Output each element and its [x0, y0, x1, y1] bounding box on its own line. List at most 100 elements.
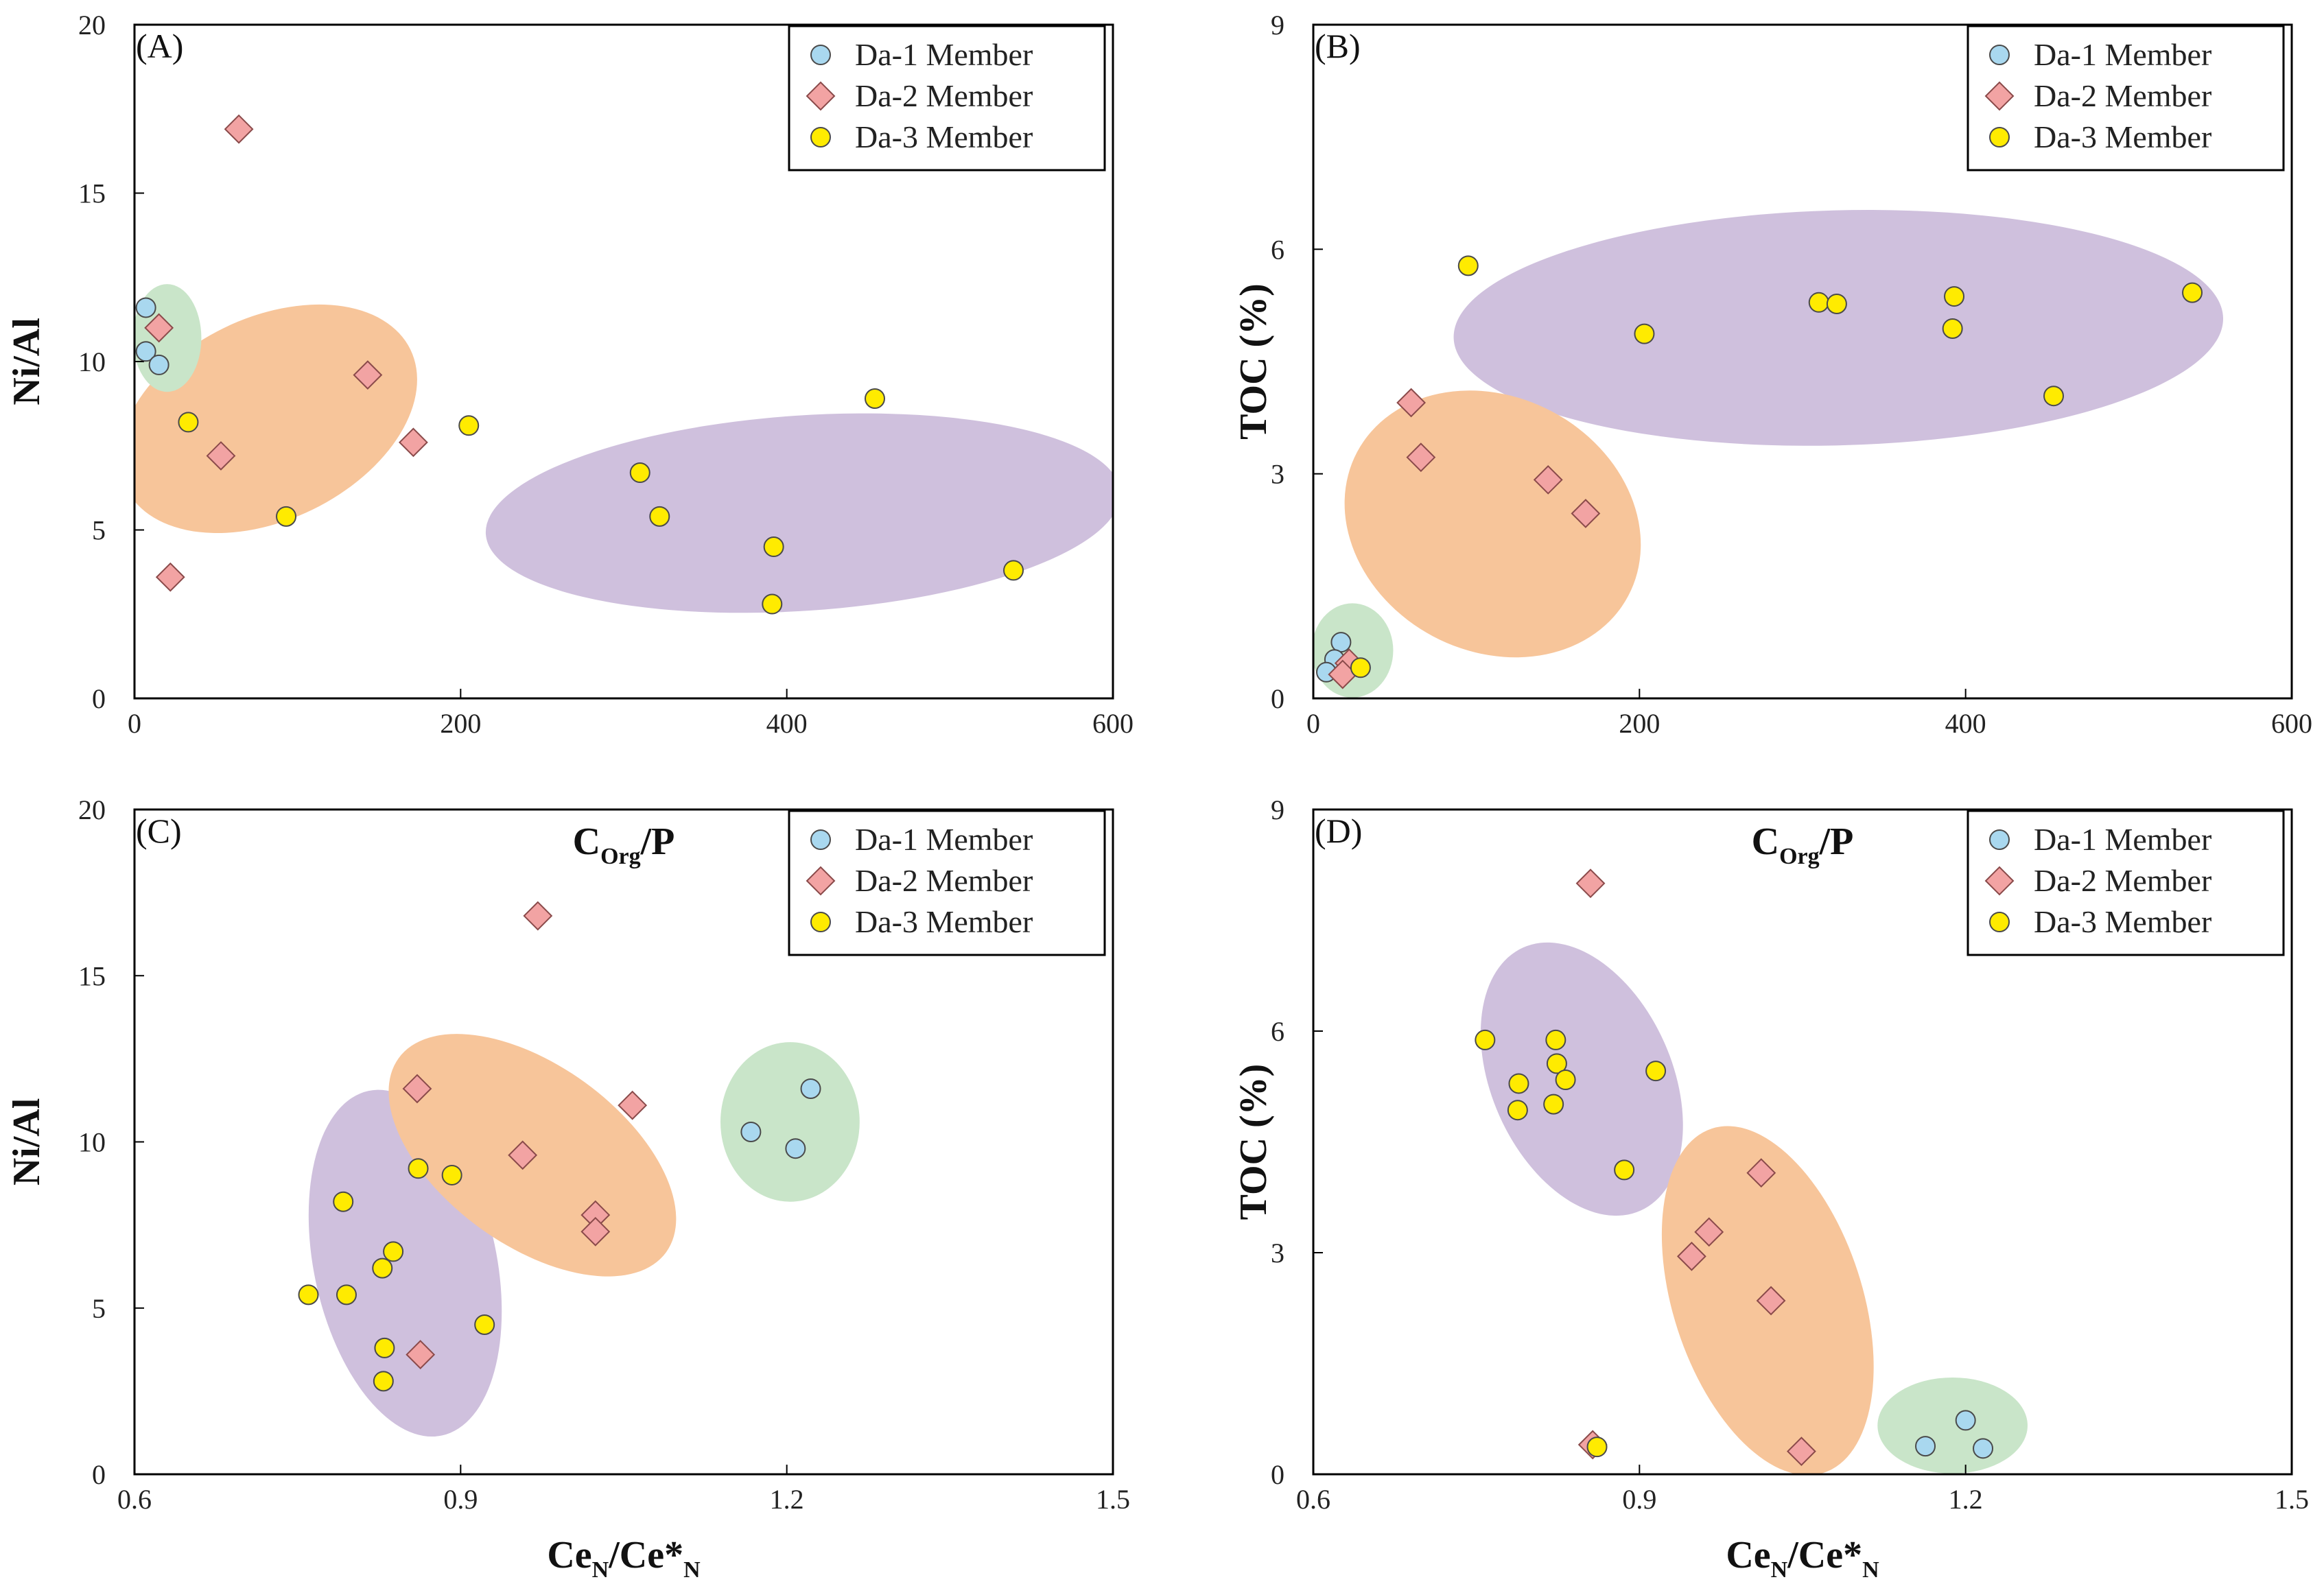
legend-marker [1989, 45, 2010, 65]
data-point [276, 506, 297, 527]
legend-label: Da-2 Member [855, 78, 1033, 113]
legend: Da-1 Member Da-2 Member Da-3 Member [788, 25, 1106, 172]
series-da-1-member [1915, 1410, 1994, 1459]
x-tick-label: 200 [440, 708, 481, 739]
cluster-regions [308, 1034, 860, 1437]
data-point [1614, 1159, 1635, 1181]
x-tick-label: 400 [766, 708, 808, 739]
x-axis-label: CeN/Ce*N [1726, 1534, 1879, 1583]
purple-cluster-ellipse [1453, 210, 2224, 446]
data-point [135, 341, 156, 362]
data-point [785, 1138, 806, 1159]
y-tick-label: 5 [92, 1293, 106, 1324]
data-point [406, 1340, 436, 1369]
y-tick-label: 6 [1271, 234, 1284, 265]
green-cluster-ellipse [1877, 1377, 2028, 1474]
y-tick-label: 0 [1271, 1459, 1284, 1490]
data-point [374, 1337, 395, 1358]
data-point [441, 1164, 462, 1185]
data-point [353, 360, 383, 390]
y-axis-label: TOC (%) [1232, 1064, 1275, 1220]
cluster-regions [1313, 210, 2224, 698]
x-tick-label: 0 [128, 708, 141, 739]
legend-marker [1989, 829, 2010, 850]
legend-label: Da-1 Member [2034, 822, 2211, 857]
data-point [1645, 1061, 1667, 1082]
legend-box [1967, 25, 2285, 172]
data-point [1330, 632, 1352, 653]
legend-marker [810, 127, 831, 147]
legend-label: Da-1 Member [855, 822, 1033, 857]
data-point [1543, 1094, 1564, 1115]
data-point [135, 297, 156, 318]
series-da-1-member [740, 1078, 821, 1159]
data-point [1944, 286, 1965, 307]
data-point [1826, 293, 1847, 314]
data-point [1350, 657, 1371, 678]
y-axis-label: Ni/Al [5, 1098, 48, 1186]
legend-label: Da-1 Member [855, 37, 1033, 72]
y-tick-label: 6 [1271, 1016, 1284, 1047]
legend-label: Da-2 Member [855, 863, 1033, 898]
legend-label: Da-2 Member [2034, 78, 2211, 113]
y-tick-label: 0 [92, 683, 106, 714]
panel-label: (B) [1315, 27, 1361, 65]
series-da-2-member [144, 114, 428, 592]
data-point [458, 415, 480, 436]
x-tick-label: 0.9 [443, 1484, 478, 1515]
data-point [1475, 1029, 1496, 1050]
data-point [408, 1158, 429, 1179]
data-point [474, 1314, 495, 1335]
data-point [1555, 1070, 1576, 1091]
data-point [1942, 318, 1963, 339]
data-point [1586, 1437, 1608, 1458]
green-cluster-ellipse [1313, 603, 1394, 698]
data-point [224, 114, 254, 144]
data-point [2043, 386, 2065, 407]
cluster-regions [134, 284, 1113, 613]
legend-marker [1989, 127, 2010, 147]
series-da-2-member [1328, 388, 1601, 689]
data-point [629, 462, 650, 484]
legend-marker [1984, 866, 2015, 896]
legend-marker [806, 81, 836, 111]
data-point [1746, 1158, 1776, 1188]
data-point [372, 1257, 393, 1279]
legend-box [788, 810, 1106, 956]
data-point [508, 1140, 538, 1170]
y-tick-label: 3 [1271, 459, 1284, 490]
y-tick-label: 5 [92, 515, 106, 546]
data-point [1546, 1053, 1567, 1074]
data-point [1508, 1073, 1529, 1094]
x-tick-label: 0.9 [1622, 1484, 1656, 1515]
data-point [1694, 1217, 1724, 1247]
y-tick-label: 9 [1271, 10, 1284, 40]
x-axis-label: CeN/Ce*N [547, 1534, 701, 1583]
x-tick-label: 0 [1306, 708, 1320, 739]
legend-label: Da-2 Member [2034, 863, 2211, 898]
x-tick-label: 600 [2271, 708, 2312, 739]
panel-a: 0 200 400 600 0 5 10 15 20 (A) COrg/P Ni/Al Da-1 Mem… [5, 10, 1134, 869]
x-tick-label: 600 [1092, 708, 1134, 739]
legend-marker [810, 45, 831, 65]
x-tick-label: 1.2 [770, 1484, 804, 1515]
legend-label: Da-3 Member [855, 119, 1033, 154]
data-point [373, 1371, 394, 1392]
data-point [1457, 255, 1479, 276]
panel-label: (D) [1315, 812, 1362, 850]
panel-d: 0.6 0.9 1.2 1.5 0 3 6 9 (D) CeN/Ce*N TOC (%) Da-1 M… [1232, 794, 2309, 1583]
legend-marker [810, 829, 831, 850]
legend-label: Da-3 Member [2034, 119, 2211, 154]
panel-label: (A) [136, 27, 183, 65]
y-tick-label: 20 [78, 10, 106, 40]
data-point [2182, 282, 2203, 303]
green-cluster-ellipse [720, 1042, 860, 1202]
legend-marker [1989, 912, 2010, 932]
purple-cluster-ellipse [1480, 942, 1683, 1216]
data-point [333, 1191, 354, 1212]
data-point [580, 1216, 611, 1247]
y-tick-label: 15 [78, 178, 106, 209]
legend-label: Da-3 Member [855, 904, 1033, 939]
data-point [1575, 869, 1606, 899]
